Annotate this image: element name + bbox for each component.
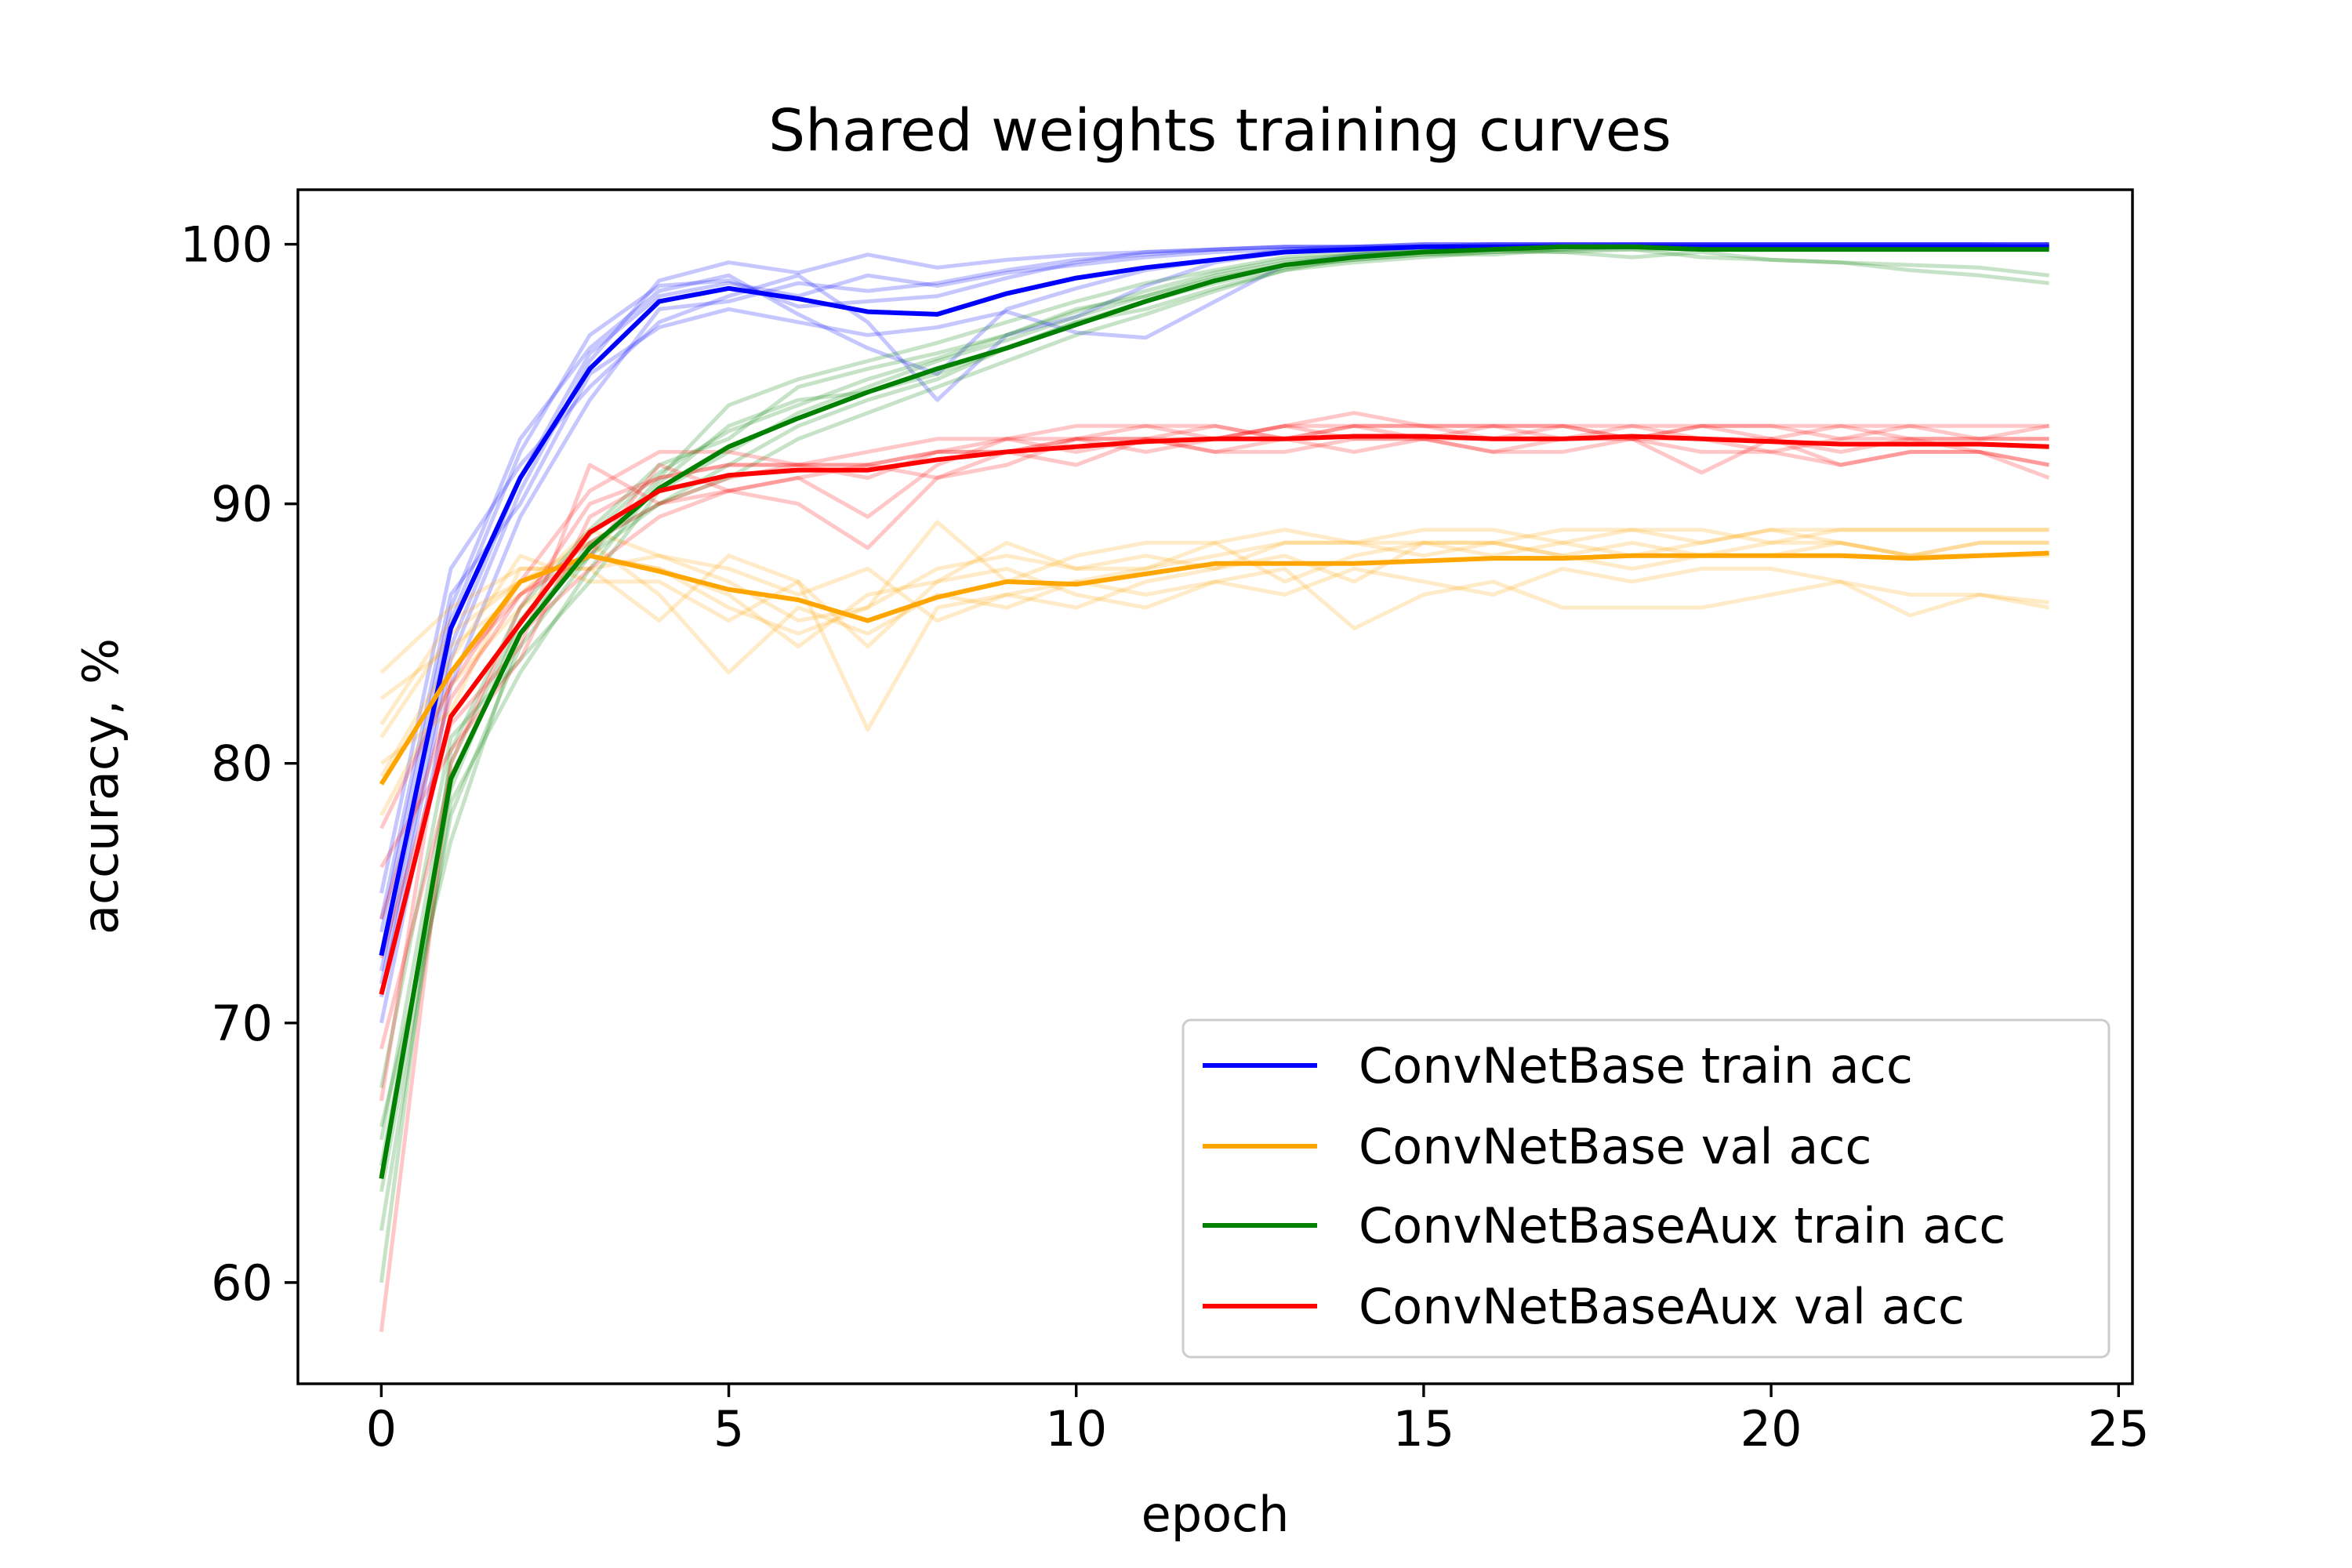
- x-tick-label-15: 15: [1392, 1400, 1454, 1457]
- run-line-convnetbase-train-acc-7: [379, 242, 2049, 985]
- run-line-convnetbase-val-acc-3: [379, 540, 2049, 739]
- run-line-convnetbase-val-acc-6: [379, 554, 2050, 778]
- legend: ConvNetBase train acc ConvNetBase val ac…: [1181, 1018, 2111, 1359]
- x-axis: 0 5 10 15 20 25: [366, 1384, 2150, 1457]
- series-line-convnetbase-val-acc: [379, 550, 2049, 786]
- legend-label-convnetbaseaux-val: ConvNetBaseAux val acc: [1359, 1278, 1965, 1335]
- y-axis-label: accuracy, %: [72, 638, 129, 935]
- y-tick-label-90: 90: [211, 476, 273, 533]
- run-line-convnetbase-val-acc-2: [379, 528, 2049, 700]
- chart-title: Shared weights training curves: [768, 97, 1671, 165]
- mean-lines: [379, 244, 2049, 1179]
- y-tick-label-80: 80: [211, 735, 273, 793]
- x-tick-label-10: 10: [1045, 1400, 1107, 1457]
- y-tick-label-100: 100: [180, 216, 273, 274]
- run-line-convnetbase-train-acc-3: [379, 242, 2049, 894]
- legend-label-convnetbase-val: ConvNetBase val acc: [1359, 1118, 1872, 1175]
- run-line-convnetbaseaux-val-acc-1: [379, 423, 2050, 1333]
- run-line-convnetbaseaux-val-acc-6: [379, 437, 2050, 1050]
- run-line-convnetbase-val-acc-5: [379, 528, 2049, 817]
- y-tick-label-60: 60: [211, 1254, 273, 1312]
- legend-box: [1181, 1018, 2111, 1359]
- run-line-convnetbase-val-acc-7: [379, 520, 2049, 726]
- run-line-convnetbase-train-acc-6: [379, 242, 2049, 920]
- x-tick-label-5: 5: [713, 1400, 744, 1457]
- run-line-convnetbase-train-acc-1: [379, 242, 2049, 998]
- x-tick-label-20: 20: [1740, 1400, 1802, 1457]
- x-tick-label-25: 25: [2088, 1400, 2150, 1457]
- x-tick-label-0: 0: [366, 1400, 397, 1457]
- run-line-convnetbase-train-acc-5: [379, 242, 2049, 972]
- y-tick-label-70: 70: [211, 995, 273, 1052]
- run-line-convnetbase-val-acc-1: [379, 528, 2049, 732]
- series-line-convnetbaseaux-train-acc: [379, 244, 2049, 1179]
- legend-label-convnetbase-train: ConvNetBase train acc: [1359, 1037, 1913, 1094]
- plot-frame: [296, 188, 2134, 1385]
- run-line-convnetbase-train-acc-4: [379, 242, 2049, 1024]
- legend-label-convnetbaseaux-train: ConvNetBaseAux train acc: [1359, 1197, 2005, 1254]
- x-axis-label: epoch: [1142, 1486, 1290, 1543]
- y-axis: 60 70 80 90 100: [180, 216, 298, 1312]
- run-line-convnetbaseaux-train-acc-2: [379, 247, 2049, 1283]
- run-line-convnetbaseaux-val-acc-2: [379, 423, 2050, 1102]
- series-line-convnetbase-train-acc: [379, 244, 2049, 956]
- run-line-convnetbaseaux-val-acc-4: [379, 423, 2050, 920]
- series-line-convnetbaseaux-val-acc: [379, 434, 2049, 996]
